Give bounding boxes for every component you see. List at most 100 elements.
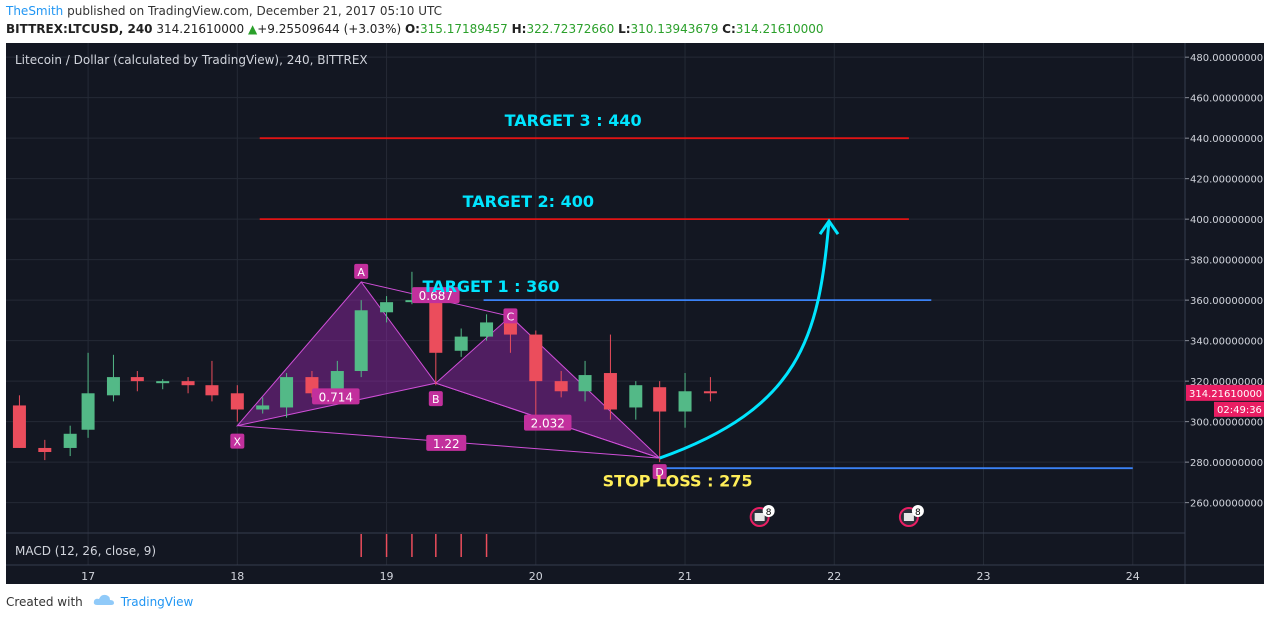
candle-body: [81, 393, 95, 430]
candle-body: [578, 375, 592, 392]
projection-arrow: [659, 218, 840, 460]
annotation-text: TARGET 1 : 360: [423, 277, 560, 296]
y-tick-label: 460.00000000: [1190, 94, 1263, 105]
change-value: +9.25509644 (+3.03%): [257, 22, 402, 36]
ratio-label: 0.714: [319, 390, 353, 404]
candle-body: [230, 393, 244, 410]
pattern-point-label: D: [655, 466, 663, 479]
x-tick-label: 20: [529, 570, 543, 583]
y-tick-label: 440.00000000: [1190, 134, 1263, 145]
candle-body: [678, 391, 692, 412]
close-value: 314.21610000: [735, 22, 824, 36]
flag-icon: [754, 513, 765, 521]
x-tick-label: 17: [81, 570, 95, 583]
author-link[interactable]: TheSmith: [6, 4, 64, 18]
close-label: C:: [722, 22, 736, 36]
annotation-text: TARGET 3 : 440: [505, 111, 642, 130]
chart-title: Litecoin / Dollar (calculated by Trading…: [15, 53, 368, 67]
ohlc-readout: BITTREX:LTCUSD, 240 314.21610000 ▲+9.255…: [6, 21, 824, 38]
candle: [38, 439, 52, 461]
pattern-point-box: [503, 308, 518, 324]
pattern-point-box: [354, 263, 369, 279]
candle: [554, 371, 568, 398]
ratio-box: [312, 388, 360, 405]
candle-body: [205, 385, 219, 396]
x-tick-label: 19: [380, 570, 394, 583]
annotations: TARGET 3 : 440 TARGET 2: 400 TARGET 1 : 36…: [423, 111, 924, 527]
candle: [12, 395, 26, 448]
last-price-tag: [1186, 384, 1264, 401]
published-text: published on TradingView.com, December 2…: [67, 4, 443, 18]
candle-body: [429, 298, 443, 353]
last-price-label: 314.21610000: [1189, 389, 1262, 400]
y-tick-label: 320.00000000: [1190, 377, 1263, 388]
last-price: 314.21610000: [156, 22, 245, 36]
candle-body: [480, 322, 494, 337]
ratio-label: 1.22: [433, 437, 460, 451]
candle-body: [181, 381, 195, 386]
candle-body: [653, 387, 667, 412]
ratio-box: [523, 414, 572, 431]
x-tick-label: 22: [827, 570, 841, 583]
candle: [603, 334, 617, 420]
countdown-tag: [1214, 401, 1264, 417]
high-value: 322.72372660: [526, 22, 615, 36]
x-tick-label: 24: [1126, 570, 1140, 583]
ratio-box: [426, 434, 467, 451]
event-badge-count: 8: [915, 508, 921, 518]
candle-body: [454, 336, 468, 351]
y-tick-label: 300.00000000: [1190, 418, 1263, 429]
x-tick-label: 23: [977, 570, 991, 583]
x-tick-label: 18: [230, 570, 244, 583]
chart-background: [6, 43, 1264, 584]
candle-body: [603, 373, 617, 410]
candle: [280, 373, 294, 418]
high-label: H:: [511, 22, 527, 36]
tradingview-logo-icon: [93, 594, 115, 609]
y-tick-label: 340.00000000: [1190, 337, 1263, 348]
candle: [578, 360, 592, 402]
y-tick-label: 480.00000000: [1190, 53, 1263, 64]
candle: [629, 381, 643, 420]
candle-body: [12, 405, 26, 448]
candle-body: [330, 371, 344, 392]
event-badge: [911, 505, 924, 517]
candle: [63, 425, 77, 457]
pattern-point-label: C: [507, 310, 515, 323]
tradingview-link[interactable]: TradingView: [120, 594, 194, 609]
pattern-labels: X A B C D 0.714 0.687 2.032 1.22: [230, 263, 667, 480]
time-axis: 17 18 19 20 21 22 23 24: [6, 564, 1264, 583]
candle: [106, 354, 120, 402]
footer: Created with TradingView: [6, 594, 193, 609]
pattern-point-box: [428, 391, 443, 407]
ratio-label: 0.687: [419, 289, 453, 303]
candle: [181, 377, 195, 394]
candle-body: [156, 381, 170, 384]
axis-background: [1185, 43, 1264, 584]
pattern-point-box: [652, 464, 667, 480]
candle-body: [529, 334, 543, 382]
y-tick-label: 260.00000000: [1190, 499, 1263, 510]
candle-body: [63, 433, 77, 448]
target-levels: [259, 137, 1133, 470]
candle: [230, 385, 244, 422]
candle: [380, 296, 394, 323]
candle-body: [380, 302, 394, 313]
annotation-text: STOP LOSS : 275: [603, 471, 753, 490]
publish-header: TheSmith published on TradingView.com, D…: [6, 3, 442, 20]
economic-event-icon: 8: [749, 505, 775, 527]
candle-body: [106, 377, 120, 396]
candle: [678, 373, 692, 428]
candle: [81, 352, 95, 438]
candle: [354, 300, 368, 378]
y-tick-label: 360.00000000: [1190, 296, 1263, 307]
event-badge: [762, 505, 775, 517]
candles: [12, 271, 717, 463]
open-label: O:: [404, 22, 420, 36]
y-tick-label: 400.00000000: [1190, 215, 1263, 226]
event-badge-count: 8: [766, 508, 772, 518]
price-axis: 260.00000000 280.00000000 300.00000000 320.…: [1184, 43, 1264, 584]
open-value: 315.17189457: [419, 22, 508, 36]
candle-body: [503, 322, 517, 335]
